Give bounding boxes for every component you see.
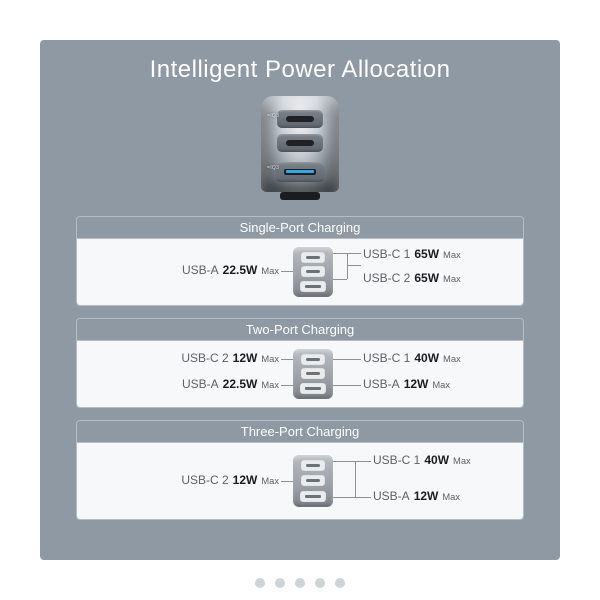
port-label: USB-C 1 40W Max bbox=[363, 351, 461, 365]
infographic-card: Intelligent Power Allocation =IQ3 =IQ3 Si… bbox=[40, 40, 560, 560]
port-wattage: 65W bbox=[414, 271, 439, 285]
port-name: USB-C 2 bbox=[181, 473, 228, 487]
port-wattage: 40W bbox=[414, 351, 439, 365]
usb-a-port-icon bbox=[300, 281, 326, 292]
port-wattage: 12W bbox=[404, 377, 429, 391]
port-max: Max bbox=[443, 354, 461, 364]
mini-charger-icon bbox=[293, 455, 333, 507]
charging-section: Two-Port ChargingUSB-C 212WMaxUSB-A22.5W… bbox=[76, 318, 524, 408]
connector-line bbox=[347, 265, 361, 266]
port-label: USB-C 2 65W Max bbox=[363, 271, 461, 285]
port-wattage: 22.5W bbox=[223, 377, 258, 391]
port-max: Max bbox=[443, 250, 461, 260]
charging-section: Single-Port ChargingUSB-A22.5WMaxUSB-C 1… bbox=[76, 216, 524, 306]
connector-line bbox=[333, 359, 361, 360]
port-wattage: 12W bbox=[233, 351, 258, 365]
usb-c-port-icon bbox=[301, 266, 325, 277]
usb-c-port-icon bbox=[301, 354, 325, 365]
port-wattage: 40W bbox=[424, 453, 449, 467]
port-name: USB-C 1 bbox=[363, 351, 410, 365]
port-label: USB-A 12WMax bbox=[373, 489, 460, 503]
connector-line bbox=[281, 359, 293, 360]
mini-charger-icon bbox=[293, 247, 333, 297]
port-label: USB-A 22.5WMax bbox=[182, 377, 279, 391]
connector-line bbox=[281, 385, 293, 386]
connector-line bbox=[355, 497, 371, 498]
usb-c-port-icon bbox=[301, 252, 325, 263]
port-name: USB-C 1 bbox=[373, 453, 420, 467]
section-body: USB-A22.5WMaxUSB-C 165WMaxUSB-C 265WMax bbox=[77, 239, 523, 305]
mini-charger-icon bbox=[293, 349, 333, 399]
thumbnail-dot[interactable] bbox=[255, 578, 265, 588]
port-name: USB-A bbox=[363, 377, 400, 391]
thumbnail-dot[interactable] bbox=[315, 578, 325, 588]
port-max: Max bbox=[443, 274, 461, 284]
port-label: USB-A 22.5WMax bbox=[182, 263, 279, 277]
usb-c-port-icon bbox=[277, 110, 323, 128]
thumbnail-dot[interactable] bbox=[295, 578, 305, 588]
port-name: USB-C 2 bbox=[181, 351, 228, 365]
port-name: USB-C 2 bbox=[363, 271, 410, 285]
connector-line bbox=[333, 385, 361, 386]
iq-label: =IQ3 bbox=[267, 165, 279, 171]
connector-line bbox=[347, 253, 348, 279]
usb-a-port-icon bbox=[300, 383, 326, 394]
page-title: Intelligent Power Allocation bbox=[40, 56, 560, 84]
section-body: USB-C 212WMaxUSB-A22.5WMaxUSB-C 140WMaxU… bbox=[77, 341, 523, 407]
charging-section: Three-Port ChargingUSB-C 212WMaxUSB-C 14… bbox=[76, 420, 524, 520]
connector-line bbox=[281, 271, 293, 272]
port-name: USB-A bbox=[182, 263, 219, 277]
usb-a-port-icon bbox=[300, 491, 326, 502]
port-wattage: 12W bbox=[233, 473, 258, 487]
usb-c-port-icon bbox=[301, 475, 325, 486]
thumbnail-dots bbox=[255, 578, 345, 588]
section-header: Three-Port Charging bbox=[77, 421, 523, 443]
port-wattage: 22.5W bbox=[223, 263, 258, 277]
port-max: Max bbox=[432, 380, 450, 390]
connector-line bbox=[355, 461, 371, 462]
usb-c-port-icon bbox=[277, 134, 323, 152]
section-body: USB-C 212WMaxUSB-C 140WMaxUSB-A12WMax bbox=[77, 443, 523, 519]
port-label: USB-C 1 40W Max bbox=[373, 453, 471, 467]
port-label: USB-A 12WMax bbox=[363, 377, 450, 391]
connector-line bbox=[333, 461, 355, 462]
port-label: USB-C 2 12WMax bbox=[181, 473, 279, 487]
usb-c-port-icon bbox=[301, 368, 325, 379]
connector-line bbox=[333, 497, 355, 498]
thumbnail-dot[interactable] bbox=[275, 578, 285, 588]
port-wattage: 65W bbox=[414, 247, 439, 261]
port-label: USB-C 1 65W Max bbox=[363, 247, 461, 261]
connector-line bbox=[281, 481, 293, 482]
port-label: USB-C 2 12WMax bbox=[181, 351, 279, 365]
usb-c-port-icon bbox=[301, 460, 325, 471]
usb-a-port-icon bbox=[275, 162, 325, 182]
port-wattage: 12W bbox=[414, 489, 439, 503]
section-header: Two-Port Charging bbox=[77, 319, 523, 341]
port-name: USB-C 1 bbox=[363, 247, 410, 261]
section-header: Single-Port Charging bbox=[77, 217, 523, 239]
port-max: Max bbox=[261, 380, 279, 390]
port-max: Max bbox=[261, 354, 279, 364]
port-max: Max bbox=[442, 492, 460, 502]
port-max: Max bbox=[261, 266, 279, 276]
thumbnail-dot[interactable] bbox=[335, 578, 345, 588]
hero-charger: =IQ3 =IQ3 bbox=[261, 96, 339, 192]
port-name: USB-A bbox=[373, 489, 410, 503]
connector-line bbox=[355, 461, 356, 497]
connector-line bbox=[333, 279, 347, 280]
port-max: Max bbox=[453, 456, 471, 466]
port-name: USB-A bbox=[182, 377, 219, 391]
port-max: Max bbox=[261, 476, 279, 486]
iq-label: =IQ3 bbox=[267, 113, 279, 119]
